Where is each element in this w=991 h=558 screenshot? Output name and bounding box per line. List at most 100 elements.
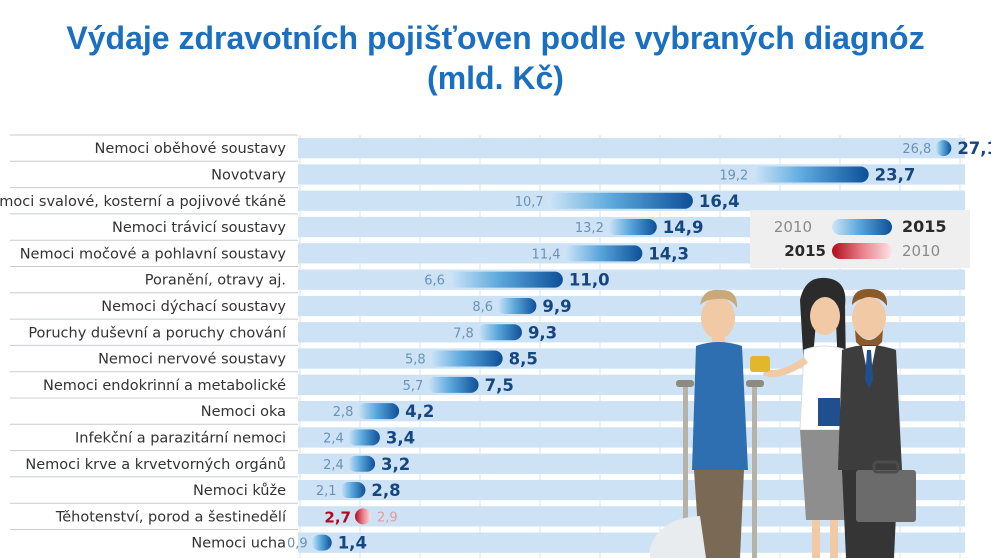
chart-title-line2: (mld. Kč) <box>427 60 564 96</box>
value-label-2015: 27,1 <box>957 139 991 158</box>
category-label: Poranění, otravy aj. <box>145 273 286 289</box>
row-band <box>298 479 965 501</box>
legend-increase-swatch <box>832 219 892 235</box>
row-band <box>298 427 965 448</box>
legend: 2010 2015 2015 2010 <box>750 210 970 268</box>
bar-change-10 <box>427 376 479 393</box>
category-label: Nemoci ucha <box>191 536 286 552</box>
people-illustration <box>650 277 916 558</box>
bar-change-11 <box>357 403 400 420</box>
value-label-2010: 11,4 <box>532 247 561 262</box>
value-label-2015: 1,4 <box>338 534 367 553</box>
category-label: Nemoci trávicí soustavy <box>112 220 286 236</box>
table-row <box>10 502 965 527</box>
value-label-2010: 5,8 <box>405 353 426 368</box>
table-row <box>10 397 965 422</box>
value-label-2010: 13,2 <box>575 221 604 236</box>
legend-row2-end-label: 2010 <box>902 242 940 260</box>
chart-title: Výdaje zdravotních pojišťoven podle vybr… <box>0 18 991 98</box>
category-label: Nemoci oka <box>201 404 286 420</box>
bar-change-15 <box>355 508 372 525</box>
businessman-illustration <box>838 288 916 558</box>
table-row <box>10 476 965 501</box>
man-with-crutches-illustration <box>650 289 764 558</box>
bar-change-3 <box>547 192 693 209</box>
value-label-2015: 8,5 <box>509 350 538 369</box>
value-label-2015: 16,4 <box>699 192 740 211</box>
bar-change-14 <box>340 482 366 499</box>
table-row <box>10 187 965 211</box>
category-label: Nemoci nervové soustavy <box>98 352 286 368</box>
value-label-2010: 26,8 <box>902 142 931 157</box>
table-row <box>10 134 965 159</box>
value-label-2010: 2,4 <box>323 458 344 473</box>
table-row <box>10 371 965 395</box>
value-label-2010: 5,7 <box>403 379 424 394</box>
legend-row1-start-label: 2010 <box>774 218 812 236</box>
category-label: Nemoci krve a krvetvorných orgánů <box>25 457 286 473</box>
legend-row1-end-label: 2015 <box>902 217 947 236</box>
category-label: Nemoci endokrinní a metabolické <box>43 378 286 394</box>
category-label: Novotvary <box>211 167 286 183</box>
category-label: Nemoci močové a pohlavní soustavy <box>20 246 287 262</box>
value-label-2015: 9,9 <box>542 297 571 316</box>
value-label-2015: 2,7 <box>324 508 351 526</box>
value-label-2010: 0,9 <box>287 537 308 552</box>
bar-change-12 <box>347 429 380 446</box>
legend-row2-start-label: 2015 <box>784 242 826 260</box>
bar-change-5 <box>564 245 643 262</box>
bar-change-4 <box>607 219 657 236</box>
row-band <box>298 506 965 527</box>
chart-title-line1: Výdaje zdravotních pojišťoven podle vybr… <box>66 20 925 56</box>
bar-change-8 <box>477 324 522 341</box>
category-label: Nemoci oběhové soustavy <box>95 141 287 157</box>
row-band <box>298 269 965 290</box>
value-label-2015: 3,4 <box>386 428 415 447</box>
value-label-2015: 2,8 <box>371 481 400 500</box>
woman-illustration <box>750 277 851 558</box>
bar-change-16 <box>311 534 332 551</box>
category-label: Poruchy duševní a poruchy chování <box>28 325 287 341</box>
row-band <box>298 138 965 159</box>
value-label-2015: 7,5 <box>485 376 514 395</box>
row-band <box>298 401 965 422</box>
bar-change-9 <box>429 350 503 367</box>
value-label-2015: 4,2 <box>405 402 434 421</box>
legend-decrease-swatch <box>832 243 892 259</box>
table-row <box>10 450 965 474</box>
row-band <box>298 322 965 343</box>
category-label: Nemoci dýchací soustavy <box>101 299 286 315</box>
bar-change-6 <box>448 271 563 288</box>
value-label-2015: 9,3 <box>528 323 557 342</box>
table-row <box>10 266 965 290</box>
value-label-2010: 10,7 <box>515 195 544 210</box>
label-group: Nemoci oběhové soustavy 26,8 27,1 Novotvary… <box>0 139 991 553</box>
category-label: Nemoci kůže <box>193 483 286 499</box>
value-label-2010: 2,9 <box>377 510 398 525</box>
bar-change-1 <box>935 140 952 157</box>
category-label: Těhotenství, porod a šestinedělí <box>55 509 287 525</box>
row-band <box>298 453 965 474</box>
value-label-2015: 14,9 <box>663 218 704 237</box>
table-row <box>10 423 965 448</box>
value-label-2015: 14,3 <box>648 244 689 263</box>
value-label-2010: 19,2 <box>719 168 748 183</box>
row-band <box>298 295 965 317</box>
value-label-2010: 6,6 <box>424 274 445 289</box>
value-label-2015: 23,7 <box>875 165 916 184</box>
bar-change-7 <box>497 297 537 314</box>
table-row <box>10 160 965 185</box>
category-label: Nemoci svalové, kosterní a pojivové tkán… <box>0 194 286 210</box>
bar-change-13 <box>347 455 376 472</box>
value-label-2010: 8,6 <box>472 300 493 315</box>
value-label-2015: 3,2 <box>381 455 410 474</box>
value-label-2010: 2,4 <box>323 431 344 446</box>
table-row <box>10 292 965 317</box>
value-label-2015: 11,0 <box>569 271 610 290</box>
category-label: Infekční a parazitární nemoci <box>75 430 286 446</box>
table-row <box>10 529 965 553</box>
value-label-2010: 2,8 <box>333 405 354 420</box>
row-band <box>298 532 965 553</box>
table-row <box>10 318 965 343</box>
